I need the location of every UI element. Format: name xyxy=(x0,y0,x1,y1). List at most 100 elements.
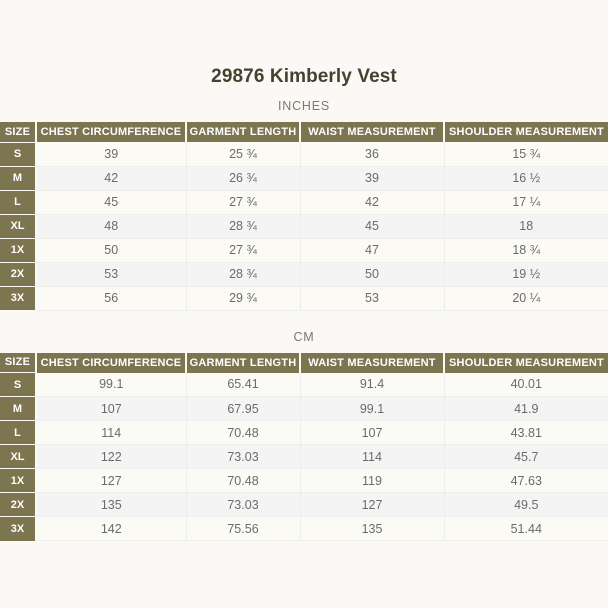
shoulder-value: 51.44 xyxy=(444,516,608,541)
table-row: 1X 127 70.48 119 47.63 xyxy=(0,468,608,493)
chest-value: 122 xyxy=(36,444,187,469)
length-value: 67.95 xyxy=(186,396,301,421)
waist-value: 91.4 xyxy=(300,372,445,397)
table-row: S 99.1 65.41 91.4 40.01 xyxy=(0,372,608,397)
chest-value: 142 xyxy=(36,516,187,541)
column-header-shoulder: SHOULDER MEASUREMENT xyxy=(444,352,608,373)
length-value: 28 ¾ xyxy=(186,262,301,287)
unit-label-inches: INCHES xyxy=(277,99,331,113)
chest-value: 42 xyxy=(36,166,187,191)
page-title: 29876 Kimberly Vest xyxy=(211,66,397,87)
chest-value: 56 xyxy=(36,286,187,311)
length-value: 70.48 xyxy=(186,468,301,493)
unit-label-cm: CM xyxy=(293,329,315,344)
size-label: M xyxy=(0,396,37,421)
table-row: XL 48 28 ¾ 45 18 xyxy=(0,213,608,239)
table-row: 3X 142 75.56 135 51.44 xyxy=(0,516,608,541)
table-row: XL 122 73.03 114 45.7 xyxy=(0,444,608,469)
size-label: 2X xyxy=(0,492,37,517)
shoulder-value: 41.9 xyxy=(444,396,608,421)
size-label: L xyxy=(0,189,37,214)
chest-value: 45 xyxy=(36,190,187,215)
size-label: XL xyxy=(0,444,37,469)
table-header-row: SIZE CHEST CIRCUMFERENCE GARMENT LENGTH … xyxy=(0,352,608,373)
size-label: 1X xyxy=(0,468,37,493)
size-label: 1X xyxy=(0,237,37,262)
length-value: 26 ¾ xyxy=(186,166,301,191)
size-label: XL xyxy=(0,213,37,238)
table-row: 3X 56 29 ¾ 53 20 ¼ xyxy=(0,285,608,311)
table-row: S 39 25 ¾ 36 15 ¾ xyxy=(0,141,608,167)
waist-value: 50 xyxy=(300,262,445,287)
shoulder-value: 40.01 xyxy=(444,372,608,397)
size-label: M xyxy=(0,165,37,190)
shoulder-value: 20 ¼ xyxy=(444,286,608,311)
length-value: 65.41 xyxy=(186,372,301,397)
waist-value: 99.1 xyxy=(300,396,445,421)
shoulder-value: 18 xyxy=(444,214,608,239)
table-row: L 45 27 ¾ 42 17 ¼ xyxy=(0,189,608,215)
column-header-size: SIZE xyxy=(0,122,37,142)
length-value: 27 ¾ xyxy=(186,190,301,215)
table-row: M 107 67.95 99.1 41.9 xyxy=(0,396,608,421)
table-header-inches: SIZE CHEST CIRCUMFERENCE GARMENT LENGTH … xyxy=(0,122,608,142)
shoulder-value: 18 ¾ xyxy=(444,238,608,263)
waist-value: 36 xyxy=(300,142,445,167)
waist-value: 47 xyxy=(300,238,445,263)
waist-value: 53 xyxy=(300,286,445,311)
waist-value: 45 xyxy=(300,214,445,239)
shoulder-value: 16 ½ xyxy=(444,166,608,191)
column-header-chest: CHEST CIRCUMFERENCE xyxy=(36,352,187,373)
chest-value: 99.1 xyxy=(36,372,187,397)
table-body-cm: S 99.1 65.41 91.4 40.01 M 107 67.95 99.1… xyxy=(0,372,608,541)
length-value: 25 ¾ xyxy=(186,142,301,167)
waist-value: 114 xyxy=(300,444,445,469)
waist-value: 39 xyxy=(300,166,445,191)
chest-value: 48 xyxy=(36,214,187,239)
chest-value: 107 xyxy=(36,396,187,421)
shoulder-value: 49.5 xyxy=(444,492,608,517)
size-label: 3X xyxy=(0,516,37,541)
column-header-length: GARMENT LENGTH xyxy=(186,352,301,373)
length-value: 75.56 xyxy=(186,516,301,541)
length-value: 73.03 xyxy=(186,492,301,517)
table-row: M 42 26 ¾ 39 16 ½ xyxy=(0,165,608,191)
waist-value: 127 xyxy=(300,492,445,517)
waist-value: 119 xyxy=(300,468,445,493)
chest-value: 53 xyxy=(36,262,187,287)
shoulder-value: 45.7 xyxy=(444,444,608,469)
table-header-row: SIZE CHEST CIRCUMFERENCE GARMENT LENGTH … xyxy=(0,122,608,142)
length-value: 27 ¾ xyxy=(186,238,301,263)
size-label: L xyxy=(0,420,37,445)
shoulder-value: 19 ½ xyxy=(444,262,608,287)
size-label: S xyxy=(0,141,37,166)
chest-value: 114 xyxy=(36,420,187,445)
length-value: 29 ¾ xyxy=(186,286,301,311)
table-row: L 114 70.48 107 43.81 xyxy=(0,420,608,445)
shoulder-value: 47.63 xyxy=(444,468,608,493)
chest-value: 135 xyxy=(36,492,187,517)
length-value: 70.48 xyxy=(186,420,301,445)
table-row: 1X 50 27 ¾ 47 18 ¾ xyxy=(0,237,608,263)
size-label: 3X xyxy=(0,285,37,310)
column-header-length: GARMENT LENGTH xyxy=(186,122,301,142)
chest-value: 127 xyxy=(36,468,187,493)
table-row: 2X 53 28 ¾ 50 19 ½ xyxy=(0,261,608,287)
column-header-waist: WAIST MEASUREMENT xyxy=(300,352,445,373)
column-header-size: SIZE xyxy=(0,352,37,373)
waist-value: 135 xyxy=(300,516,445,541)
size-table-cm: SIZE CHEST CIRCUMFERENCE GARMENT LENGTH … xyxy=(0,352,608,541)
size-label: S xyxy=(0,372,37,397)
column-header-waist: WAIST MEASUREMENT xyxy=(300,122,445,142)
shoulder-value: 15 ¾ xyxy=(444,142,608,167)
chest-value: 39 xyxy=(36,142,187,167)
column-header-chest: CHEST CIRCUMFERENCE xyxy=(36,122,187,142)
shoulder-value: 43.81 xyxy=(444,420,608,445)
waist-value: 107 xyxy=(300,420,445,445)
size-table-inches: SIZE CHEST CIRCUMFERENCE GARMENT LENGTH … xyxy=(0,122,608,311)
length-value: 73.03 xyxy=(186,444,301,469)
table-row: 2X 135 73.03 127 49.5 xyxy=(0,492,608,517)
length-value: 28 ¾ xyxy=(186,214,301,239)
size-label: 2X xyxy=(0,261,37,286)
